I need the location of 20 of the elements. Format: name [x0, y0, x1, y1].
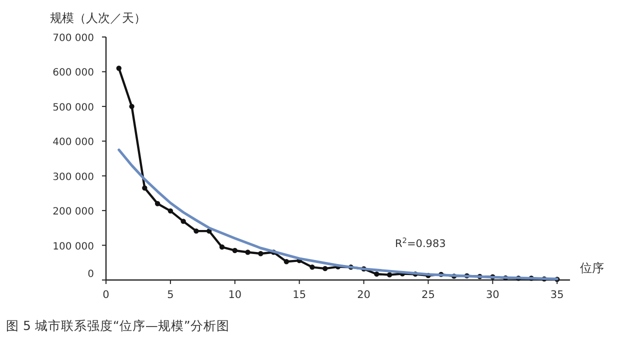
y-tick-label: 0 [88, 269, 94, 280]
x-tick-label: 35 [550, 289, 564, 301]
x-tick-label: 25 [422, 289, 435, 301]
y-axis-title: 规模（人次／天） [50, 11, 146, 25]
x-tick-label: 30 [486, 289, 500, 301]
y-tick-label: 700 000 [52, 33, 94, 44]
x-tick-label: 5 [167, 289, 174, 301]
text: 图 5 城市联系强度“位序—规模”分析图 [6, 318, 230, 333]
y-tick-label: 200 000 [52, 206, 94, 218]
x-tick-label: 15 [292, 289, 306, 301]
y-tick-label: 400 000 [52, 137, 94, 148]
y-tick-label: 500 000 [52, 102, 94, 114]
y-tick-label: 300 000 [52, 172, 94, 183]
y-tick-label: 600 000 [52, 68, 94, 79]
x-tick-label: 20 [357, 289, 370, 301]
x-axis-title: 位序 [580, 261, 604, 275]
x-tick-label: 0 [102, 289, 110, 301]
annotation: R$^{2}$=0.983 [395, 236, 446, 250]
y-tick-label: 100 000 [52, 241, 94, 252]
x-tick-label: 10 [228, 289, 242, 301]
